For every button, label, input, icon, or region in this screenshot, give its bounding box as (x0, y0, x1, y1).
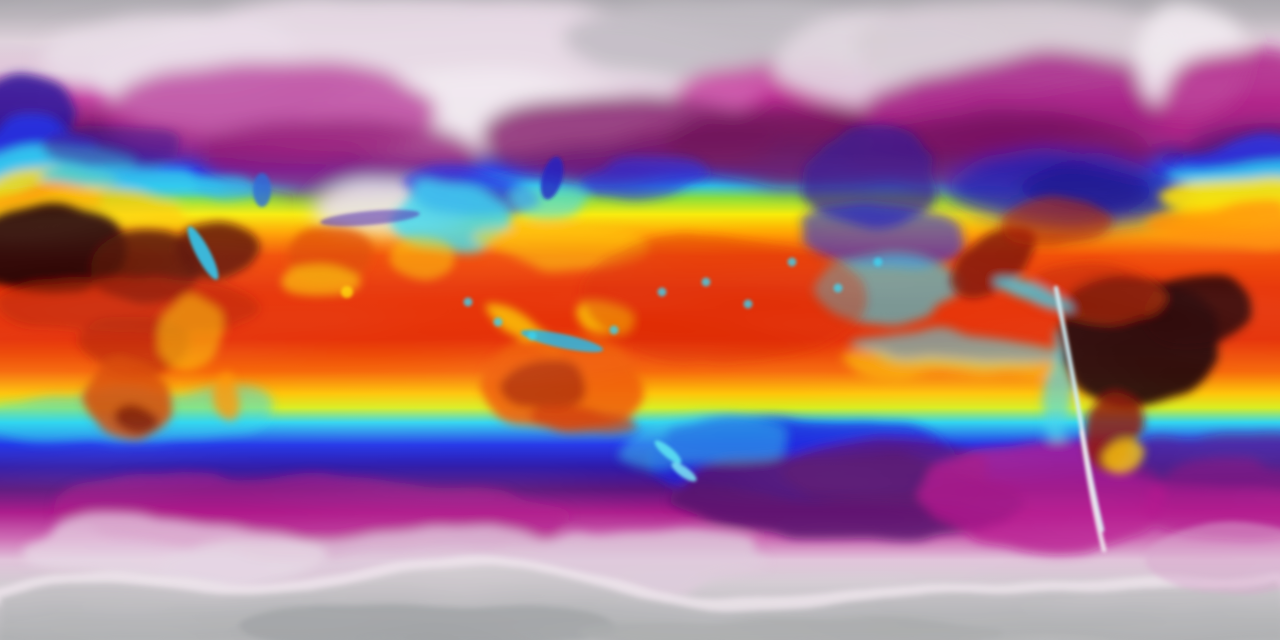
world-temperature-map (0, 0, 1280, 640)
streak-noise (0, 0, 1280, 640)
texture-overlay (0, 0, 1280, 640)
world-temperature-map-svg (0, 0, 1280, 640)
